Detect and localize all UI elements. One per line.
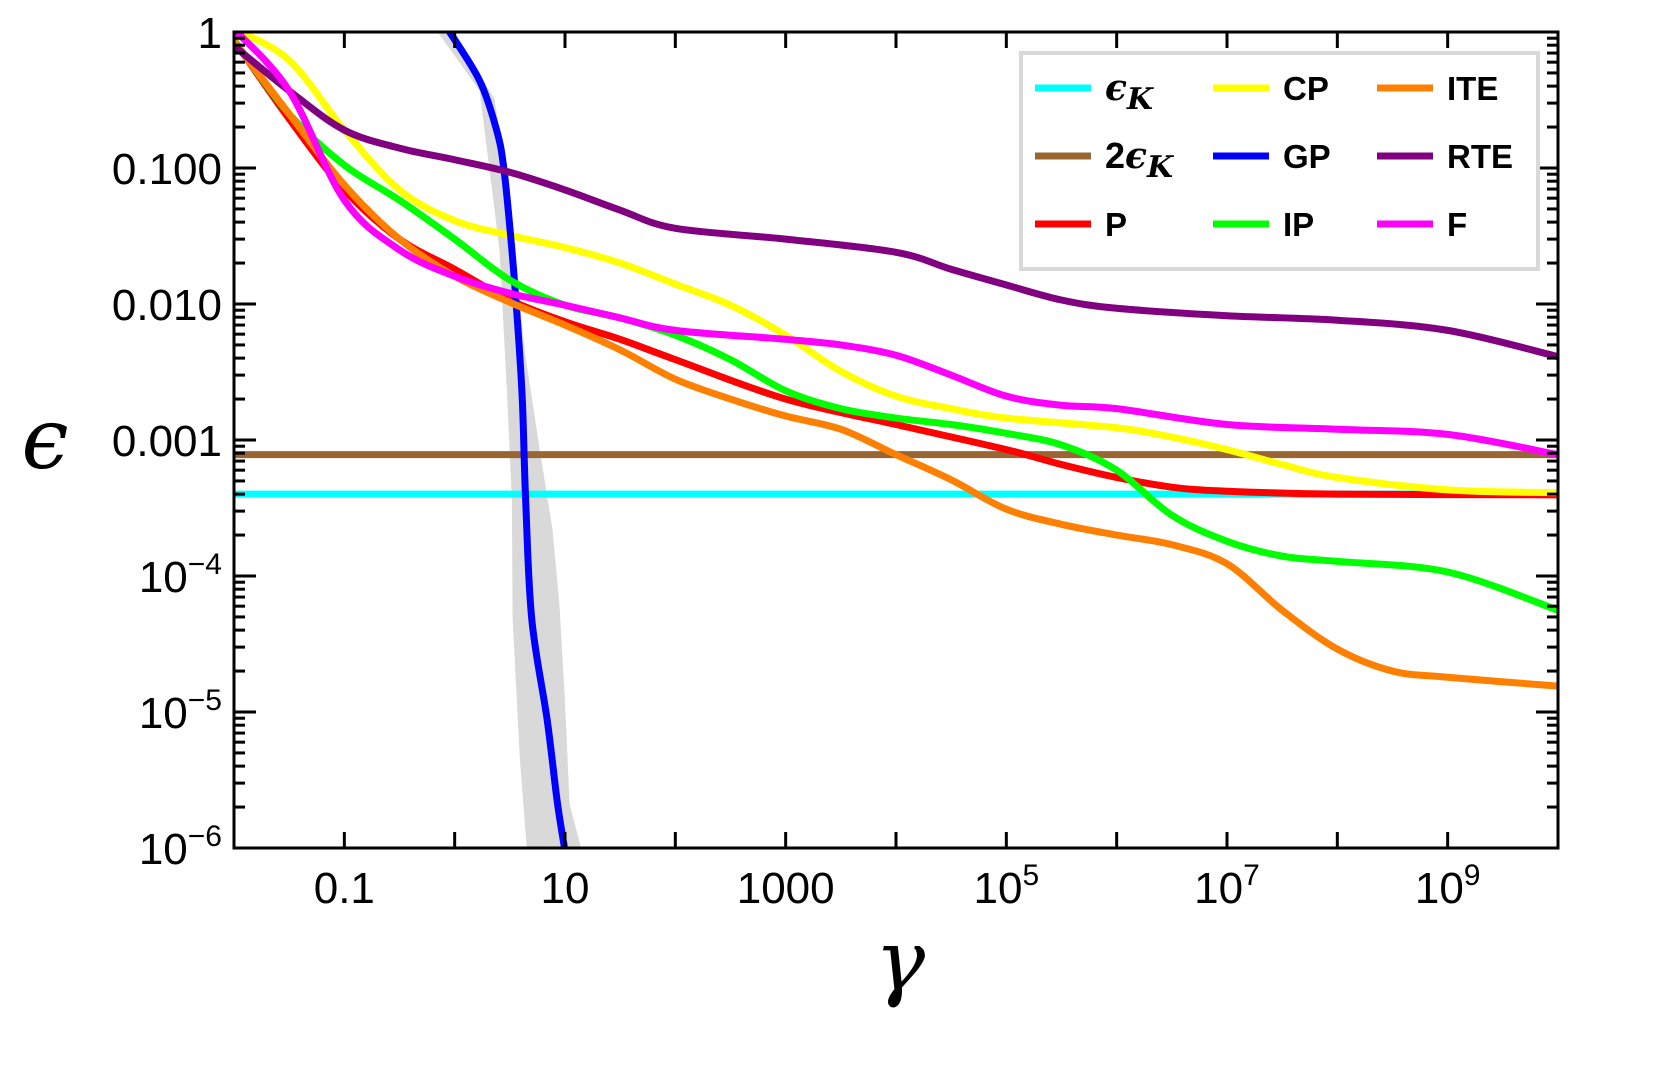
legend-entry: GP: [1213, 138, 1331, 175]
y-tick-label-base: 10: [139, 689, 188, 738]
x-tick-label-exponent: 9: [1464, 859, 1481, 892]
y-tick-label-base: 1: [198, 9, 222, 58]
y-axis-label: ϵ: [21, 390, 68, 488]
y-tick-label-base: 10: [139, 825, 188, 874]
legend-entry: RTE: [1377, 138, 1513, 175]
legend-entry: CP: [1213, 70, 1329, 107]
x-tick-label-exponent: 7: [1243, 859, 1260, 892]
y-tick-label: 0.010: [112, 281, 222, 330]
uncertainty-band-layer: [437, 32, 582, 848]
x-tick-label-base: 10: [1194, 864, 1243, 913]
legend-label-name: P: [1105, 206, 1127, 243]
legend-label: ϵK: [1105, 67, 1155, 117]
legend-entry: F: [1377, 206, 1467, 243]
x-tick-label-exponent: 5: [1022, 859, 1039, 892]
legend-entry: ϵK: [1035, 67, 1155, 117]
legend-label-name: ITE: [1447, 70, 1498, 107]
legend-box: [1019, 51, 1540, 271]
y-tick-label-exponent: −6: [188, 820, 222, 853]
axes: 0.1 10 1000 105 107 10910.1000.0100.00110−410…: [112, 9, 1560, 913]
y-tick-label: 10−5: [139, 684, 222, 738]
x-tick-label-base: 10: [974, 864, 1023, 913]
series-line-RTE: [234, 43, 1558, 361]
series-line-CP: [234, 32, 1558, 497]
legend-label: F: [1447, 206, 1467, 243]
legend-label: IP: [1283, 206, 1314, 243]
legend-entry: IP: [1213, 206, 1314, 243]
legend-label: CP: [1283, 70, 1329, 107]
y-tick-label: 10−4: [139, 548, 222, 602]
y-tick-label-base: 10: [139, 553, 188, 602]
y-tick-label: 10−6: [139, 820, 222, 874]
x-tick-label-base: 10: [1415, 864, 1464, 913]
y-tick-label-exponent: −4: [188, 548, 222, 581]
series-layer: [234, 32, 1558, 848]
x-tick-label-base: 0.1: [314, 864, 375, 913]
legend-label: P: [1105, 206, 1127, 243]
y-tick-label: 0.100: [112, 145, 222, 194]
series-line-ITE: [234, 39, 1558, 690]
y-tick-label-exponent: −5: [188, 684, 222, 717]
legend-label-name: RTE: [1447, 138, 1513, 175]
x-tick-label: 109: [1415, 859, 1481, 913]
legend-label: RTE: [1447, 138, 1513, 175]
legend-entry: 2ϵK: [1035, 135, 1175, 185]
x-tick-label: 105: [974, 859, 1040, 913]
series-line-IP: [234, 38, 1558, 614]
x-tick-label: 0.1: [314, 864, 375, 913]
x-tick-label: 10: [541, 864, 590, 913]
x-tick-label-base: 1000: [737, 864, 835, 913]
legend-label: GP: [1283, 138, 1331, 175]
y-tick-label: 0.001: [112, 417, 222, 466]
series-line-F: [234, 32, 1558, 459]
legend-label-name: F: [1447, 206, 1467, 243]
legend-label-prefix: 2: [1105, 135, 1125, 176]
legend-label-name: ϵ: [1125, 135, 1147, 177]
legend-entry: ITE: [1377, 70, 1498, 107]
legend-label-subscript: K: [1126, 82, 1155, 117]
x-tick-label: 1000: [737, 864, 835, 913]
legend-label: 2ϵK: [1105, 135, 1175, 185]
legend-label: ITE: [1447, 70, 1498, 107]
y-tick-label-base: 0.100: [112, 145, 222, 194]
uncertainty-band: [437, 32, 582, 848]
legend-label-name: CP: [1283, 70, 1329, 107]
legend-label-subscript: K: [1146, 150, 1175, 185]
y-tick-label: 1: [198, 9, 222, 58]
legend-label-name: IP: [1283, 206, 1314, 243]
legend-label-name: GP: [1283, 138, 1331, 175]
series-line-GP: [446, 32, 568, 848]
x-tick-label-base: 10: [541, 864, 590, 913]
x-axis-label: γ: [875, 912, 926, 1010]
y-tick-label-base: 0.010: [112, 281, 222, 330]
y-tick-label-base: 0.001: [112, 417, 222, 466]
legend-entry: P: [1035, 206, 1127, 243]
x-tick-label: 107: [1194, 859, 1260, 913]
legend-label-name: ϵ: [1105, 67, 1127, 109]
